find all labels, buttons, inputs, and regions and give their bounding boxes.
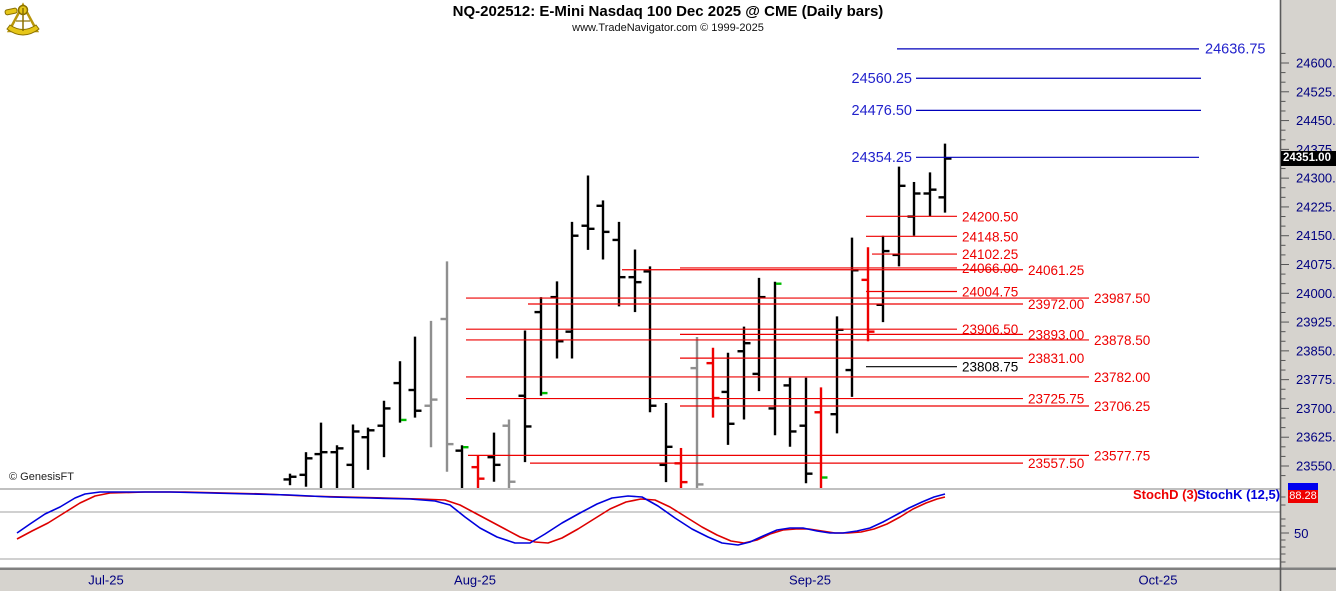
- month-axis-label: Oct-25: [1138, 573, 1177, 588]
- red-level-label: 23972.00: [1028, 297, 1084, 312]
- red-level-label: 23577.75: [1094, 448, 1150, 463]
- chart-title: NQ-202512: E-Mini Nasdaq 100 Dec 2025 @ …: [452, 3, 884, 20]
- red-level-label: 24004.75: [962, 284, 1018, 299]
- price-bars-group: [283, 143, 952, 488]
- red-level-label: 24102.25: [962, 247, 1018, 262]
- black-level-label: 23808.75: [962, 360, 1018, 375]
- red-level-label: 24061.25: [1028, 263, 1084, 278]
- month-axis-label: Sep-25: [789, 573, 831, 588]
- stoch-value-badge: 88.28: [1288, 490, 1318, 503]
- stochk-legend-label[interactable]: StochK (12,5): [1197, 487, 1281, 502]
- month-axis-label: Jul-25: [88, 573, 123, 588]
- red-level-label: 24148.50: [962, 229, 1018, 244]
- stoch-axis-50-label: 50: [1294, 526, 1309, 541]
- price-axis-label: 24000.0: [1296, 286, 1336, 301]
- blue-level-label: 24476.50: [852, 103, 912, 119]
- price-axis-label: 23550.0: [1296, 459, 1336, 474]
- month-axis-label: Aug-25: [454, 573, 496, 588]
- red-level-label: 23906.50: [962, 322, 1018, 337]
- stochd-curve: [16, 491, 946, 544]
- price-axis-label: 24225.0: [1296, 199, 1336, 214]
- price-axis-label: 24300.0: [1296, 171, 1336, 186]
- price-axis-label: 23850.0: [1296, 343, 1336, 358]
- time-axis-strip: [0, 570, 1336, 591]
- blue-level-label: 24560.25: [852, 71, 912, 87]
- bottom-border: [0, 567, 1336, 570]
- price-axis-label: 24075.0: [1296, 257, 1336, 272]
- price-axis-label: 24600.0: [1296, 56, 1336, 71]
- price-axis-label: 24150.0: [1296, 228, 1336, 243]
- genesis-watermark: © GenesisFT: [9, 471, 74, 483]
- red-level-label: 24200.50: [962, 209, 1018, 224]
- stochd-legend-label[interactable]: StochD (3): [1133, 487, 1198, 502]
- red-level-label: 23987.50: [1094, 291, 1150, 306]
- price-axis-label: 23625.0: [1296, 430, 1336, 445]
- red-level-label: 23878.50: [1094, 333, 1150, 348]
- red-level-label: 23557.50: [1028, 456, 1084, 471]
- red-level-label: 23725.75: [1028, 392, 1084, 407]
- red-level-label: 23893.00: [1028, 327, 1084, 342]
- blue-level-label: 24636.75: [1205, 41, 1265, 57]
- stochk-badge-sliver: [1288, 483, 1318, 490]
- price-axis-label: 23700.0: [1296, 401, 1336, 416]
- red-level-label: 24066.00: [962, 261, 1018, 276]
- red-level-label: 23706.25: [1094, 399, 1150, 414]
- blue-level-label: 24354.25: [852, 150, 912, 166]
- price-axis-label: 23775.0: [1296, 372, 1336, 387]
- red-level-label: 23782.00: [1094, 370, 1150, 385]
- price-axis-label: 24525.0: [1296, 84, 1336, 99]
- red-level-label: 23831.00: [1028, 351, 1084, 366]
- chart-subtitle: www.TradeNavigator.com © 1999-2025: [572, 22, 764, 34]
- price-axis-label: 23925.0: [1296, 315, 1336, 330]
- last-price-badge: 24351.00: [1281, 151, 1336, 167]
- stochk-curve: [16, 491, 946, 546]
- price-axis-label: 24450.0: [1296, 113, 1336, 128]
